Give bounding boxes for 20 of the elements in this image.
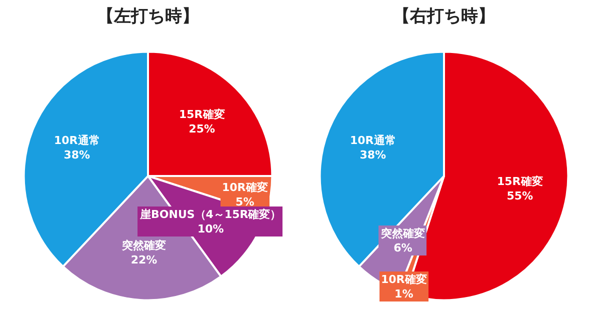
data-label: 22% — [130, 253, 158, 266]
data-label: 25% — [188, 122, 216, 136]
slice-label: 15R確変 — [497, 175, 543, 188]
data-label: 1% — [394, 287, 414, 300]
slice-label: 突然確変 — [380, 227, 425, 240]
slice-label: 15R確変 — [179, 108, 225, 121]
data-label: 5% — [236, 195, 254, 208]
chart-title: 【右打ち時】 — [393, 6, 495, 27]
slice-label: 10R通常 — [54, 134, 100, 147]
data-label: 10% — [197, 222, 224, 236]
slice-label: 10R確変 — [222, 181, 268, 194]
slice-label: 崖BONUS（4～15R確変） — [139, 208, 282, 221]
data-label: 38% — [64, 148, 90, 162]
chart-title: 【左打ち時】 — [97, 6, 199, 27]
slice-label: 10R通常 — [350, 134, 396, 147]
data-label: 6% — [394, 241, 412, 254]
slice-label: 10R確変 — [381, 273, 427, 286]
data-label: 55% — [506, 189, 534, 202]
data-label: 38% — [360, 148, 386, 162]
slice-label: 突然確変 — [121, 239, 166, 252]
